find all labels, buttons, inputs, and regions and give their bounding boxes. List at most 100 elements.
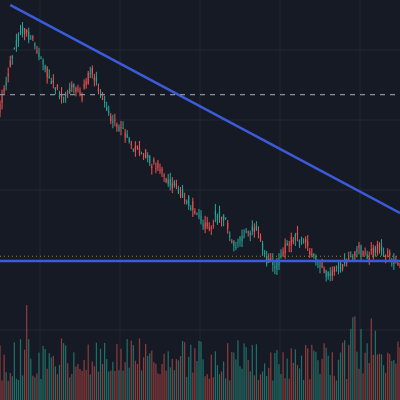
volume-bar	[364, 352, 366, 400]
volume-bar	[40, 378, 42, 400]
volume-bar	[159, 374, 161, 400]
candle-body	[17, 34, 20, 41]
candle-body	[362, 251, 364, 256]
candle-body	[151, 166, 153, 169]
candle-body	[190, 208, 192, 210]
volume-bar	[222, 361, 225, 400]
candle-body	[218, 211, 221, 217]
volume-bar	[52, 355, 54, 400]
volume-bar	[71, 373, 73, 400]
candle-body	[245, 231, 247, 233]
candle-body	[106, 106, 108, 111]
volume-bar	[397, 341, 399, 400]
candle-body	[48, 76, 50, 78]
volume-bar	[212, 377, 214, 400]
volume-bar	[206, 374, 208, 400]
volume-bar	[372, 354, 374, 400]
volume-bar	[286, 358, 288, 400]
volume-bar	[374, 330, 376, 400]
volume-bar	[294, 349, 296, 400]
candle-body	[46, 67, 48, 78]
volume-bar	[19, 339, 22, 400]
volume-bar	[118, 370, 120, 400]
candle-body	[69, 87, 71, 94]
volume-bar	[28, 339, 30, 400]
volume-bar	[58, 364, 61, 400]
volume-bar	[317, 360, 319, 400]
candle-body	[142, 155, 145, 157]
candle-body	[333, 266, 335, 272]
candle-body	[300, 238, 303, 240]
volume-bar	[5, 372, 7, 400]
candle-body	[313, 254, 315, 256]
volume-bar	[149, 353, 151, 400]
volume-bar	[344, 340, 346, 400]
volume-bar	[26, 305, 28, 400]
candle-body	[202, 224, 204, 226]
volume-bar	[181, 340, 184, 400]
volume-bar	[134, 360, 136, 400]
volume-bar	[62, 343, 65, 400]
volume-bar	[24, 349, 26, 400]
volume-bar	[296, 365, 299, 400]
volume-bar	[169, 367, 171, 400]
volume-bar	[268, 367, 270, 400]
descending-trendline	[9, 3, 400, 215]
volume-bar	[46, 368, 48, 400]
candle-body	[247, 231, 249, 233]
candle-body	[126, 134, 128, 138]
candle-body	[132, 148, 134, 150]
candle-series	[0, 21, 400, 282]
volume-bar	[50, 357, 52, 400]
candle-body	[0, 103, 1, 114]
volume-bar	[350, 328, 352, 400]
volume-bar	[319, 373, 321, 400]
volume-bar	[393, 360, 395, 400]
candle-body	[294, 234, 296, 240]
volume-bar	[395, 363, 397, 400]
volume-bar	[36, 373, 38, 400]
volume-bar	[132, 345, 134, 400]
candle-body	[325, 270, 327, 278]
volume-bar	[218, 374, 221, 400]
volume-bar	[327, 355, 329, 400]
volume-bar	[249, 371, 251, 400]
volume-bar	[91, 361, 93, 400]
candle-body	[62, 97, 65, 99]
volume-bar	[188, 356, 190, 400]
candle-body	[259, 235, 262, 241]
candle-body	[110, 116, 112, 121]
candle-body	[134, 146, 136, 152]
candle-body	[73, 83, 75, 88]
volume-bar	[261, 371, 264, 400]
candle-body	[370, 248, 372, 251]
candle-body	[21, 26, 24, 34]
candle-body	[309, 251, 311, 255]
volume-bar	[9, 373, 11, 400]
volume-bar	[30, 358, 32, 400]
volume-bar	[311, 344, 313, 400]
volume-bar	[298, 368, 301, 400]
volume-bar	[42, 345, 44, 400]
volume-bar	[214, 351, 216, 400]
candle-body	[274, 266, 276, 268]
volume-bar	[241, 368, 243, 400]
volume-bar	[257, 380, 260, 400]
candle-body	[112, 121, 114, 123]
candle-body	[60, 93, 63, 98]
candle-body	[184, 199, 186, 201]
candle-body	[28, 31, 30, 40]
volume-bar	[124, 362, 126, 400]
volume-bar	[385, 372, 387, 400]
candle-body	[11, 55, 13, 59]
candle-body	[30, 38, 32, 40]
volume-bar	[245, 347, 247, 400]
volume-bar	[307, 348, 309, 400]
candle-body	[128, 138, 130, 143]
volume-bar	[196, 360, 198, 400]
candle-body	[97, 88, 100, 92]
volume-bar	[210, 354, 212, 400]
candle-body	[85, 81, 87, 85]
